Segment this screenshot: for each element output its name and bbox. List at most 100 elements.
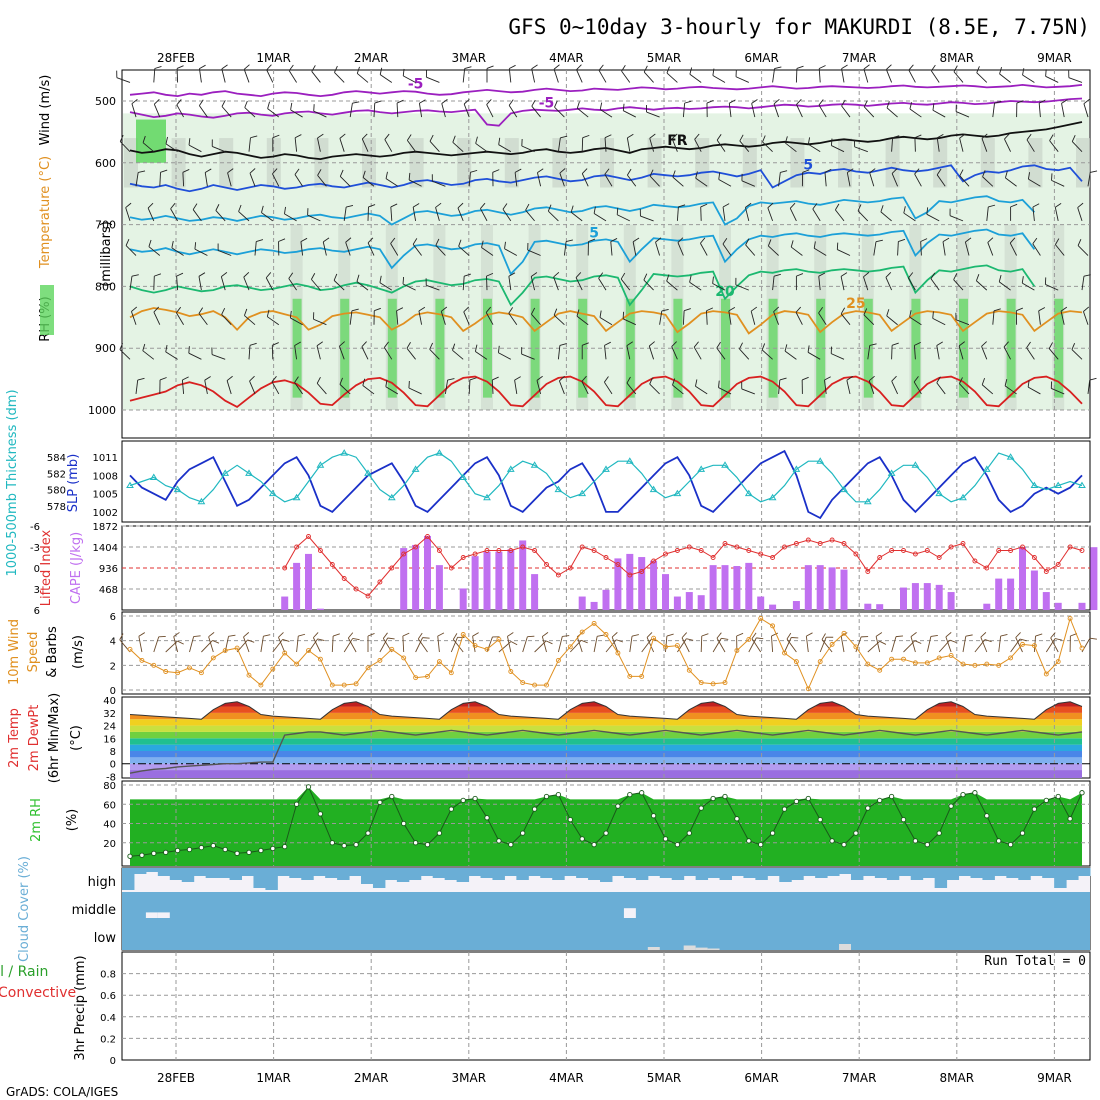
wind-barb-feather <box>390 203 398 208</box>
rh-point <box>972 790 978 796</box>
wind-barb-feather <box>525 203 530 211</box>
wind-barb <box>700 635 703 653</box>
lifted-index-point <box>639 569 645 574</box>
wind-barb <box>311 279 321 291</box>
wind-speed-point <box>1067 616 1073 621</box>
cloud-high-bar <box>958 868 971 876</box>
thickness-point <box>364 469 372 476</box>
cape-bar <box>757 596 765 610</box>
rh-point <box>317 811 324 817</box>
wind-barb <box>475 143 488 153</box>
wind-barb <box>1015 637 1023 653</box>
cloud-high-bar <box>122 868 135 890</box>
wind-barb <box>148 246 161 256</box>
wind-barb <box>671 138 678 152</box>
wind-barb-feather <box>677 237 684 243</box>
wind-barb-feather <box>294 134 302 139</box>
wind-barb-feather <box>497 345 500 353</box>
cloud-high-bar <box>468 868 482 876</box>
wind-barb <box>790 246 803 256</box>
thickness-point <box>863 497 872 505</box>
wind-barb-feather <box>356 66 360 74</box>
wind-barb <box>356 73 369 83</box>
wind-barb-feather <box>621 65 626 72</box>
wind-barb <box>557 137 561 152</box>
wind-barb-feather <box>554 100 558 108</box>
wind-barb-feather <box>819 65 826 69</box>
wind-barb <box>666 280 678 291</box>
wind-barb <box>982 176 994 187</box>
wind-barb-feather <box>352 101 360 104</box>
wind-barb <box>265 277 274 291</box>
temp-tick: 8 <box>110 747 116 758</box>
wind-barb-feather <box>418 306 426 312</box>
wind-barb-feather <box>898 238 906 242</box>
wind-barb-feather <box>689 67 693 75</box>
wind-speed-point <box>579 629 585 635</box>
wind-barb-feather <box>435 238 440 246</box>
wind-barb-feather <box>530 272 538 277</box>
wind-speed-point <box>365 665 371 671</box>
wind-barb <box>271 381 280 395</box>
wind-barb-feather <box>221 100 226 107</box>
wind-speed-point <box>663 644 668 650</box>
wind-speed-point <box>175 670 181 676</box>
wind-barb <box>426 76 440 83</box>
thickness-point <box>697 465 706 472</box>
wind-barb <box>953 279 964 291</box>
cloud-base <box>122 892 1090 950</box>
wind-barb-feather <box>531 64 538 70</box>
wind-barb-feather <box>142 343 146 351</box>
wind-barb-feather <box>706 307 714 312</box>
cape-bar <box>923 583 931 610</box>
rh-moist-column <box>816 298 826 398</box>
wind-barb-feather <box>131 306 138 312</box>
wind-barb-feather <box>616 639 624 643</box>
wind-barb-feather <box>626 168 632 176</box>
cloud-high-bar <box>492 868 505 880</box>
wind-barb <box>290 317 303 326</box>
wind-barb-feather <box>469 377 477 381</box>
lifted-index-point <box>1079 548 1085 553</box>
wind-barb-feather <box>385 379 388 387</box>
wind-barb <box>198 313 208 325</box>
wind-barb <box>1083 311 1089 325</box>
wind-speed-point <box>829 641 835 647</box>
wind-barb <box>722 243 732 256</box>
thickness-point <box>435 449 444 456</box>
wind-barb <box>153 636 160 653</box>
cloud-high-bar <box>384 868 398 880</box>
wind-barb-feather <box>316 341 323 347</box>
wind-barb <box>773 311 780 325</box>
wind-speed-point <box>972 662 978 668</box>
lifted-index-point <box>615 562 621 567</box>
wind-barb <box>554 106 565 118</box>
wind-barb-feather <box>447 378 455 381</box>
wind-speed-point <box>639 673 645 679</box>
rh-point <box>1079 790 1085 796</box>
cape-bar <box>459 588 467 610</box>
wind-barb <box>1050 637 1059 653</box>
axis-label-precip: 3hr Precip (mm) <box>73 955 88 1060</box>
cape-tick: 1404 <box>93 543 118 554</box>
wind-barb <box>959 137 964 152</box>
wind-barb-feather <box>689 275 692 283</box>
wind-barb-feather <box>789 202 796 209</box>
lifted-index-point <box>686 544 692 550</box>
wind-barb-feather <box>926 207 929 215</box>
wind-barb-feather <box>317 638 325 641</box>
wind-barb-feather <box>408 172 411 180</box>
upper-air-panel: 5006007008009001000-5-5FR552025(millibar… <box>38 64 1098 439</box>
thickness-point <box>959 493 967 501</box>
lifted-index-point <box>817 541 823 546</box>
thickness-tick: 580 <box>47 486 66 497</box>
wind-speed-point <box>258 682 264 688</box>
temp-tick: 0 <box>110 760 116 771</box>
wind-barb-feather <box>249 342 257 346</box>
wind-barb <box>408 387 422 395</box>
wind-barb-feather <box>780 170 788 173</box>
wind-barb-feather <box>736 632 744 637</box>
wind-barb-feather <box>1089 637 1097 640</box>
wind-barb <box>665 636 668 653</box>
wind-barb <box>908 277 916 291</box>
